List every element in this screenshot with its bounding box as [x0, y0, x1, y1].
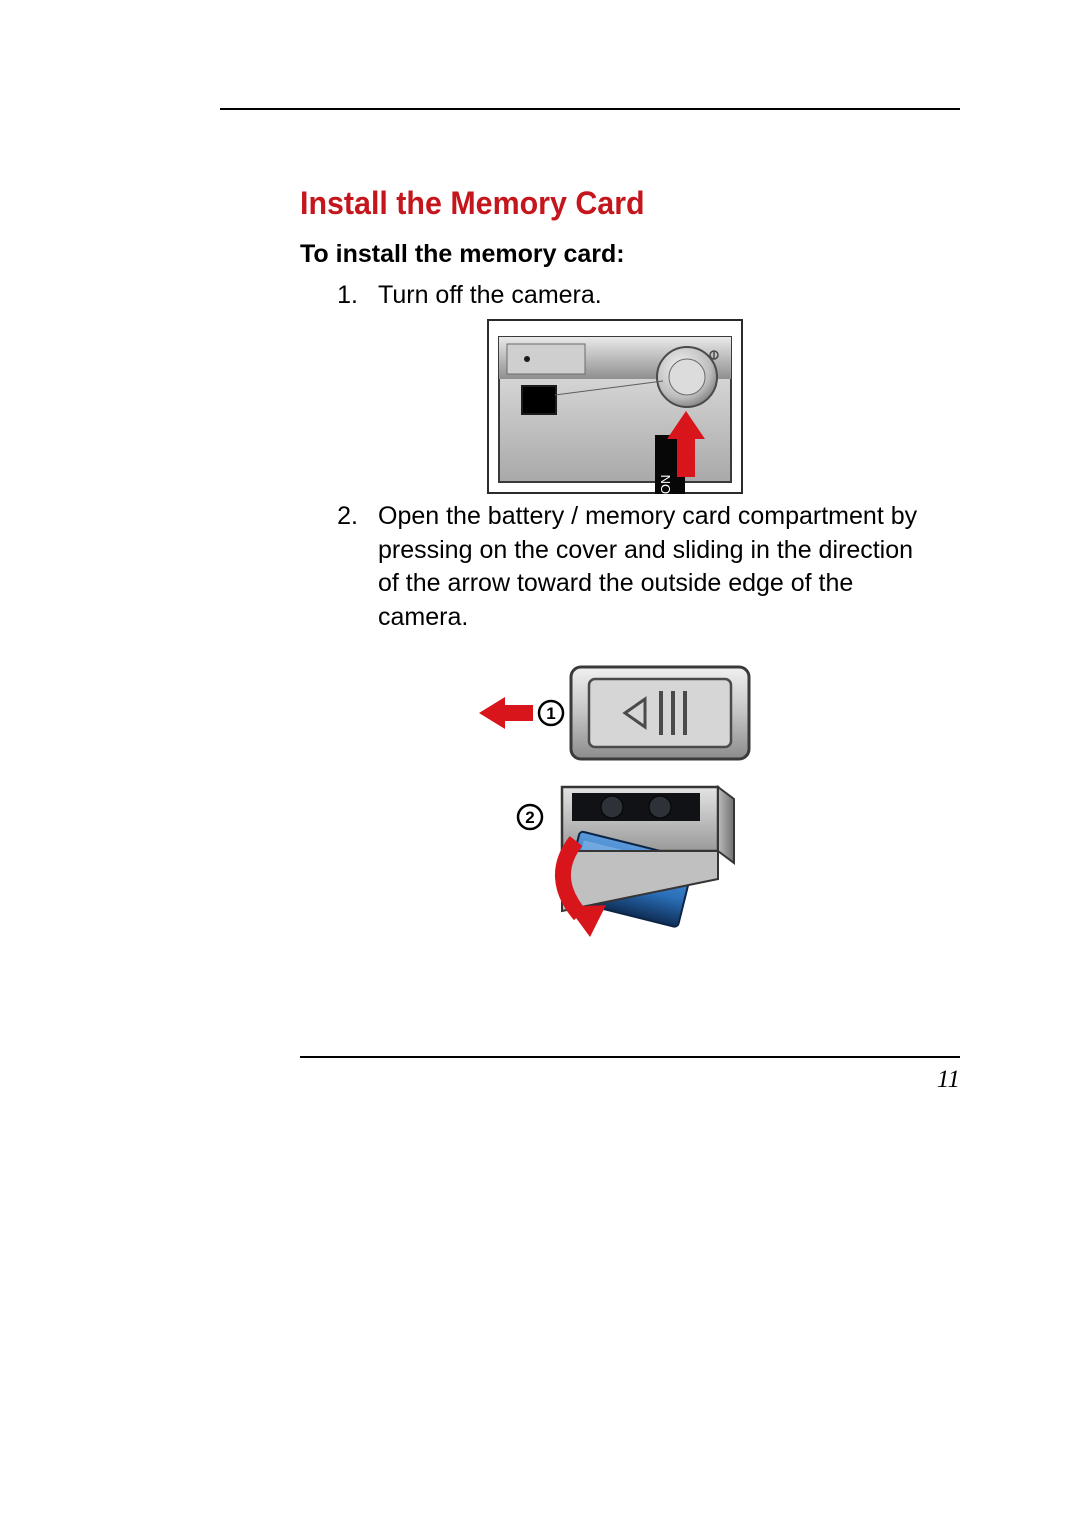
bottom-rule [300, 1056, 960, 1058]
page-number: 11 [937, 1066, 960, 1094]
section-heading: Install the Memory Card [300, 185, 899, 222]
camera-top-illustration: CON [487, 319, 743, 494]
con-label: CON [658, 474, 673, 493]
svg-text:2: 2 [525, 808, 534, 827]
step-1-number: 1. [300, 279, 378, 313]
step-2-number: 2. [300, 500, 378, 635]
flip-open-illustration: 2 [490, 781, 740, 939]
step-1-text: Turn off the camera. [378, 279, 930, 313]
step-2-text: Open the battery / memory card compartme… [378, 500, 930, 635]
figure-1: CON [300, 319, 930, 494]
step-1: 1. Turn off the camera. [300, 279, 930, 313]
callout-2-icon: 2 [518, 805, 542, 829]
top-rule [220, 108, 960, 110]
section-subhead: To install the memory card: [300, 240, 930, 269]
callout-1-icon: 1 [539, 701, 563, 725]
left-arrow-icon [479, 697, 533, 729]
figure-2: 1 [300, 659, 930, 939]
step-2: 2. Open the battery / memory card compar… [300, 500, 930, 635]
slide-cover-illustration: 1 [475, 659, 755, 767]
svg-text:1: 1 [546, 704, 555, 723]
content-block: Install the Memory Card To install the m… [300, 185, 930, 939]
